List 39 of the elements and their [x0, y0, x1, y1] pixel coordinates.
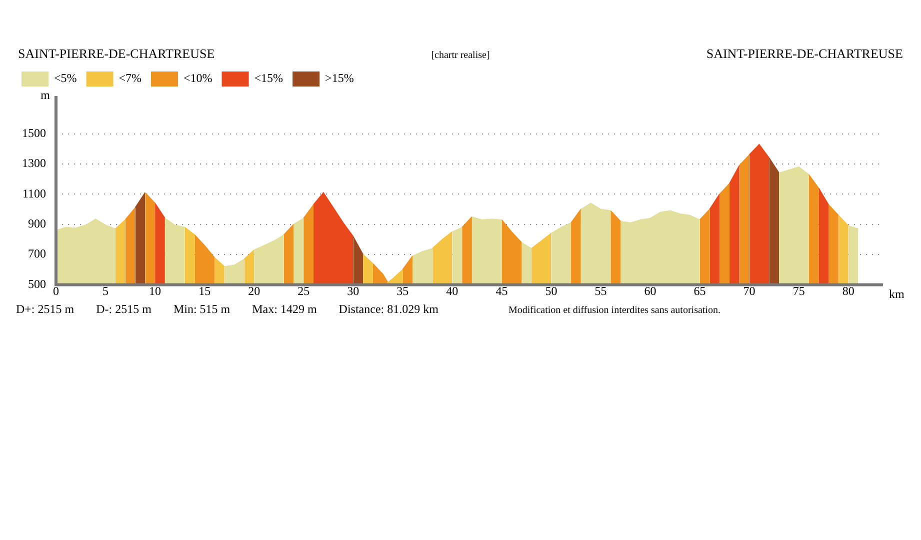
y-tick-label: 900	[28, 216, 46, 231]
y-tick-label: 1500	[22, 126, 46, 140]
text: D+: 2515 m	[16, 302, 74, 317]
x-tick-label: 15	[198, 284, 211, 298]
y-tick-label: 700	[28, 246, 46, 261]
x-tick-label: 5	[102, 284, 109, 298]
x-tick-label: 40	[446, 284, 458, 298]
x-tick-label: 55	[594, 284, 607, 298]
legend-label: <15%	[254, 71, 284, 86]
text: Max: 1429 m	[252, 302, 317, 317]
x-tick-label: 25	[298, 284, 310, 298]
y-tick-label: 500	[28, 276, 46, 291]
legend-label: <5%	[54, 71, 77, 86]
text: SAINT-PIERRE-DE-CHARTREUSE	[706, 46, 903, 62]
x-tick-label: 65	[694, 284, 706, 298]
x-tick-label: 80	[842, 284, 854, 298]
x-tick-label: 45	[496, 284, 508, 298]
x-tick-label: 70	[743, 284, 756, 298]
x-tick-label: 35	[396, 284, 409, 298]
text: Distance: 81.029 km	[338, 302, 438, 317]
chart-title: SAINT-PIERRE-DE-CHARTREUSE	[18, 46, 215, 62]
x-tick-label: 50	[545, 284, 558, 298]
y-axis-title: m	[40, 88, 51, 102]
legend-label: <7%	[118, 71, 142, 86]
x-tick-label: 75	[792, 284, 805, 298]
y-tick-label: 1100	[22, 186, 46, 200]
legend-label: <10%	[184, 71, 212, 86]
text: Min: 515 m	[173, 302, 230, 317]
x-axis-title: km	[889, 286, 905, 301]
x-tick-label: 10	[149, 284, 162, 298]
x-tick-label: 0	[53, 284, 59, 298]
y-tick-label: 1300	[22, 156, 46, 170]
legend-label: >15%	[325, 71, 354, 86]
text: D-: 2515 m	[96, 302, 152, 317]
text: Modification et diffusion interdites sans autorisation.	[508, 305, 720, 316]
x-tick-label: 20	[248, 284, 260, 298]
x-tick-label: 60	[644, 284, 656, 298]
chart-subtitle: [chartr realise]	[431, 50, 490, 61]
x-tick-label: 30	[347, 284, 360, 298]
